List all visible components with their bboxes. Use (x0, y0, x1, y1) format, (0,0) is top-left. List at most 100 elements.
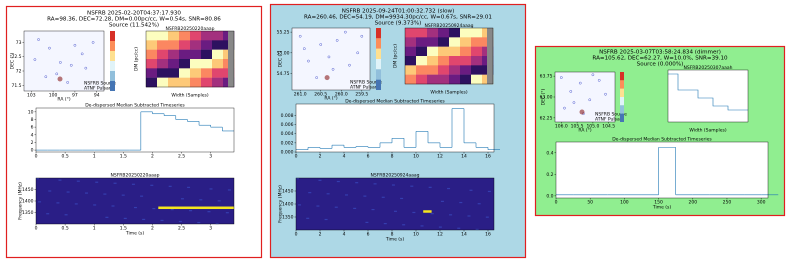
plot-area (556, 142, 768, 198)
waterfall-speckle (400, 197, 404, 200)
heatmap-cell (449, 37, 461, 47)
y-axis-label: DEC (°) (10, 52, 16, 69)
x-tick-label: 104.5 (602, 124, 615, 130)
x-tick-label: 1 (93, 226, 96, 232)
panel-source: Source (0.000%) (637, 62, 684, 68)
heatmap-cell (212, 49, 224, 60)
legend-entry: ATNF Pulsar (350, 85, 377, 91)
waterfall-speckle (402, 224, 406, 226)
x-axis-label: RA (°) (324, 96, 337, 102)
x-tick-label: 260.0 (335, 92, 348, 98)
scatter-point (597, 78, 601, 82)
heatmap-cell (146, 68, 158, 78)
heatmap-cell (438, 28, 450, 38)
scatter-point (569, 90, 573, 93)
y-tick-label: 54.75 (277, 71, 290, 77)
heatmap-cell (460, 46, 472, 57)
heatmap-cell (201, 31, 213, 41)
waterfall-speckle (306, 217, 310, 219)
waterfall-speckle (150, 184, 154, 186)
heatmap-cell (471, 37, 483, 47)
heatmap-title: NSFRB20250307aaah (683, 65, 732, 71)
x-tick-label: 0 (35, 226, 38, 232)
heatmap-cell (179, 49, 191, 60)
waterfall-speckle (381, 196, 385, 198)
heatmap-cell (179, 77, 191, 88)
scatter-point (559, 76, 563, 79)
waterfall-speckle (440, 200, 444, 202)
plot-area (292, 28, 370, 90)
heatmap-cell (438, 65, 450, 75)
y-axis-label: DEC (°) (541, 88, 547, 105)
waterfall-speckle (113, 182, 117, 184)
heatmap-cell (460, 37, 472, 47)
waterfall-speckle (447, 187, 451, 190)
colorbar (110, 41, 115, 51)
waterfall-speckle (371, 208, 375, 211)
x-tick-label: 16 (485, 154, 491, 160)
plot-frame (145, 30, 235, 88)
y-tick-label: 0.008 (281, 113, 294, 119)
heatmap-cell (416, 46, 428, 57)
waterfall-speckle (485, 216, 489, 218)
x-axis-label: Time (s) (652, 205, 672, 211)
heatmap-cell (190, 40, 202, 50)
waterfall-speckle (324, 218, 328, 221)
heatmap-cell (460, 28, 472, 38)
y-tick-label: 55.25 (277, 30, 290, 36)
panel-title: NSFRB 2025-03-07T03:58:24.834 (dimmer) (599, 50, 721, 56)
scatter-point (84, 66, 88, 70)
x-tick-label: 0.5 (62, 154, 69, 160)
colorbar (110, 61, 115, 71)
heatmap-cell (168, 68, 180, 78)
x-tick-label: 94 (94, 93, 100, 99)
heatmap-cell (179, 31, 191, 41)
colorbar (376, 38, 381, 49)
heatmap-cell (168, 31, 180, 41)
waterfall-speckle (467, 215, 471, 217)
scatter-point (298, 34, 302, 38)
heatmap-cell (190, 68, 202, 78)
x-tick-label: 2.5 (178, 154, 185, 160)
waterfall-speckle (298, 204, 302, 206)
colorbar (620, 105, 624, 114)
colorbar (620, 72, 624, 81)
heatmap-cell (427, 65, 439, 75)
waterfall-speckle (215, 222, 219, 225)
waterfall-speckle (209, 188, 213, 190)
waterfall-speckle (123, 217, 127, 219)
y-tick-label: 1450 (22, 187, 34, 193)
y-axis-label: Frequency (MHz) (278, 185, 284, 223)
y-axis-label: DEC (°) (278, 50, 284, 67)
y-tick-label: 63.00 (540, 95, 553, 101)
waterfall-speckle (140, 195, 144, 197)
heatmap-cell (157, 68, 169, 78)
scatter-point (59, 61, 62, 64)
y-tick-label: 55.00 (277, 50, 290, 56)
scatter-point (348, 63, 351, 67)
waterfall-title: NSFRB20250924aaag (370, 173, 419, 179)
plot-area (555, 72, 615, 122)
heatmap-cell (449, 56, 461, 66)
x-tick-label: 2 (151, 154, 154, 160)
heatmap-cell (212, 59, 224, 69)
y-tick-label: 73 (16, 40, 22, 46)
plot-area (296, 104, 494, 152)
x-tick-label: 250 (723, 200, 732, 206)
heatmap-cell (157, 40, 169, 50)
x-tick-label: 14 (461, 232, 467, 238)
plot-area (36, 108, 234, 152)
legend-entry: NSFRB Source (84, 81, 116, 87)
plot-frame (35, 177, 235, 225)
heatmap-cell (201, 49, 213, 60)
heatmap-cell (168, 59, 180, 69)
scatter-point (91, 41, 95, 44)
heatmap-cell (405, 46, 417, 57)
x-tick-label: 2.5 (178, 226, 185, 232)
x-tick-label: 0 (295, 154, 298, 160)
scatter-point (331, 67, 335, 71)
x-tick-label: 150 (654, 200, 663, 206)
waterfall-speckle (336, 180, 340, 183)
scatter-point (33, 58, 37, 61)
